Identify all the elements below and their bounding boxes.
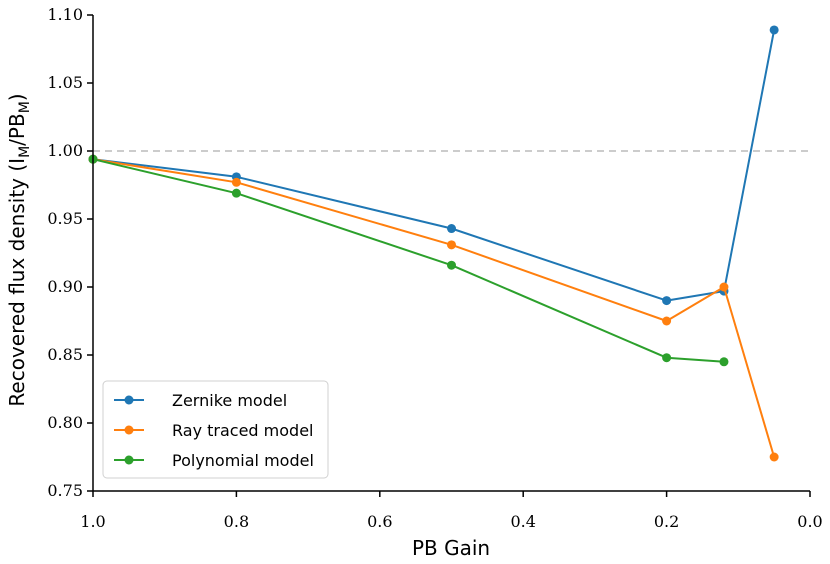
data-point-zernike-model: [447, 224, 456, 234]
y-tick-label: 1.05: [47, 73, 83, 92]
x-axis-label: PB Gain: [412, 536, 490, 560]
x-tick-label: 1.0: [80, 512, 105, 531]
data-point-polynomial-model: [231, 188, 241, 198]
series-line-zernike-model: [92, 29, 776, 302]
x-tick-label: 0.4: [510, 512, 535, 531]
data-point-ray-traced-model: [769, 452, 779, 462]
axes: 0.75 0.80 0.85 0.90 0.95 1.00 1.05 1.10 1.0 0.8 0.…: [47, 5, 822, 531]
legend-label-zernike: Zernike model: [172, 391, 287, 410]
data-point-polynomial-model: [719, 357, 729, 367]
data-point-ray-traced-model: [719, 282, 729, 292]
data-point-zernike-model: [662, 296, 672, 306]
y-tick-label: 0.95: [47, 209, 83, 228]
legend-entry-polynomial: Polynomial model: [114, 451, 314, 470]
y-tick-label: 0.85: [47, 345, 83, 364]
x-tick-label: 0.8: [224, 512, 249, 531]
y-tick-label: 0.90: [47, 277, 83, 296]
y-tick-label: 1.10: [47, 5, 83, 24]
series-line-ray-traced-model: [92, 158, 776, 458]
legend-entry-zernike: Zernike model: [114, 391, 287, 410]
y-tick-label: 1.00: [47, 141, 83, 160]
data-point-zernike-model: [769, 25, 779, 35]
legend-marker-ray-traced: [124, 425, 134, 435]
legend-marker-zernike: [124, 395, 134, 405]
data-point-ray-traced-model: [231, 177, 241, 187]
series-line-polynomial-model: [92, 158, 725, 363]
legend-label-polynomial: Polynomial model: [172, 451, 314, 470]
data-point-ray-traced-model: [662, 316, 672, 326]
y-axis-label: Recovered flux density (IM/PBM): [5, 93, 33, 406]
y-tick-label: 0.80: [47, 413, 83, 432]
data-point-polynomial-model: [662, 353, 672, 363]
legend-box: [102, 380, 329, 479]
y-tick-label: 0.75: [47, 481, 83, 500]
x-tick-label: 0.0: [797, 512, 822, 531]
x-tick-label: 0.2: [654, 512, 679, 531]
legend: Zernike model Ray traced model Polynomia…: [102, 380, 329, 479]
data-point-ray-traced-model: [447, 240, 456, 250]
legend-label-ray-traced: Ray traced model: [172, 421, 313, 440]
x-tick-label: 0.6: [367, 512, 392, 531]
series-layer: [88, 25, 779, 462]
legend-marker-polynomial: [124, 455, 134, 465]
data-point-polynomial-model: [447, 260, 456, 270]
legend-entry-ray-traced: Ray traced model: [114, 421, 313, 440]
